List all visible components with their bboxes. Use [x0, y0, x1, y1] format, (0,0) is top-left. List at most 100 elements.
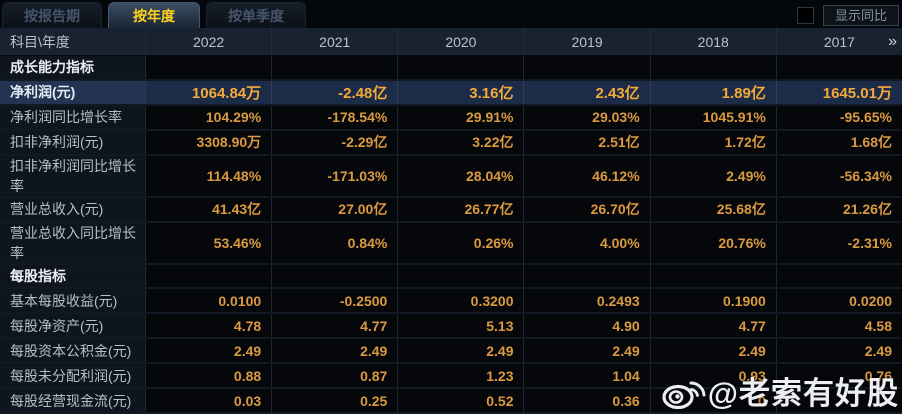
- table-row[interactable]: 基本每股收益(元) 0.0100 -0.2500 0.3200 0.2493 0.1900…: [0, 289, 902, 315]
- row-label: 基本每股收益(元): [0, 289, 145, 313]
- cell-value: 0: [649, 389, 776, 412]
- cell-value: [775, 389, 902, 412]
- cell-value: [775, 264, 902, 288]
- cell-value: 104.29%: [145, 105, 271, 129]
- tab-by-quarter[interactable]: 按单季度: [206, 2, 306, 28]
- cell-value: 0.2493: [523, 289, 649, 313]
- year-header: 2018: [649, 28, 776, 55]
- cell-value: 0.87: [271, 364, 397, 388]
- cell-value: 29.03%: [523, 105, 649, 129]
- cell-value: [145, 56, 271, 79]
- cell-value: 1.89亿: [649, 80, 776, 104]
- cell-value: [523, 264, 649, 288]
- cell-value: 41.43亿: [145, 197, 271, 221]
- cell-value: 2.49: [775, 339, 902, 363]
- table-row[interactable]: 营业总收入同比增长率 53.46% 0.84% 0.26% 4.00% 20.76% -2.…: [0, 222, 902, 265]
- cell-value: 27.00亿: [271, 197, 397, 221]
- cell-value: 3.16亿: [397, 80, 523, 104]
- cell-value: [649, 264, 776, 288]
- cell-value: [397, 56, 523, 79]
- year-header-label: 2022: [193, 33, 225, 50]
- cell-value: 29.91%: [397, 105, 523, 129]
- cell-value: 2.49: [523, 339, 649, 363]
- cell-value: 28.04%: [397, 155, 523, 196]
- row-label: 扣非净利润同比增长率: [0, 155, 145, 196]
- cell-value: 2.49: [145, 339, 271, 363]
- cell-value: -178.54%: [271, 105, 397, 129]
- table-body: 成长能力指标 净利润(元) 1064.84万 -2.48亿 3.16亿 2.43亿 1.89…: [0, 56, 902, 414]
- table-row[interactable]: 扣非净利润(元) 3308.90万 -2.29亿 3.22亿 2.51亿 1.72亿 1.6…: [0, 130, 902, 156]
- row-label: 净利润同比增长率: [0, 105, 145, 129]
- table-row[interactable]: 扣非净利润同比增长率 114.48% -171.03% 28.04% 46.12% 2.4…: [0, 155, 902, 198]
- cell-value: 0.93: [649, 364, 776, 388]
- cell-value: [271, 56, 397, 79]
- table-row[interactable]: 营业总收入(元) 41.43亿 27.00亿 26.77亿 26.70亿 25.68亿 21…: [0, 197, 902, 223]
- row-label: 每股未分配利润(元): [0, 364, 145, 388]
- row-label: 每股经营现金流(元): [0, 389, 145, 412]
- table-row[interactable]: 每股资本公积金(元) 2.49 2.49 2.49 2.49 2.49 2.49: [0, 339, 902, 365]
- corner-header: 科目\年度: [10, 33, 70, 50]
- cell-value: 1.04: [523, 364, 649, 388]
- cell-value: 2.51亿: [523, 130, 649, 154]
- row-label: 营业总收入同比增长率: [0, 222, 145, 263]
- show-yoy-button[interactable]: 显示同比: [822, 5, 899, 26]
- cell-value: -0.2500: [271, 289, 397, 313]
- cell-value: 2.49: [649, 339, 776, 363]
- cell-value: -2.29亿: [271, 130, 397, 154]
- cell-value: -171.03%: [271, 155, 397, 196]
- cell-value: 2.49: [271, 339, 397, 363]
- cell-value: 0.3200: [397, 289, 523, 313]
- tab-by-report-period[interactable]: 按报告期: [2, 2, 102, 28]
- cell-value: 46.12%: [523, 155, 649, 196]
- table-row[interactable]: 净利润(元) 1064.84万 -2.48亿 3.16亿 2.43亿 1.89亿 1645.…: [0, 80, 902, 106]
- tab-by-year[interactable]: 按年度: [108, 2, 200, 28]
- table-row[interactable]: 每股经营现金流(元) 0.03 0.25 0.52 0.36 0: [0, 389, 902, 414]
- cell-value: 4.58: [775, 314, 902, 338]
- cell-value: 2.49: [397, 339, 523, 363]
- cell-value: 4.78: [145, 314, 271, 338]
- table-row[interactable]: 每股净资产(元) 4.78 4.77 5.13 4.90 4.77 4.58: [0, 314, 902, 340]
- cell-value: 0.88: [145, 364, 271, 388]
- cell-value: 26.77亿: [397, 197, 523, 221]
- tab-bar: 按报告期 按年度 按单季度 显示同比: [0, 0, 902, 28]
- cell-value: 2.43亿: [523, 80, 649, 104]
- year-header-label: 2020: [445, 33, 477, 50]
- cell-value: 0.76: [775, 364, 902, 388]
- row-label: 净利润(元): [0, 80, 145, 104]
- year-header: 2017 »: [775, 28, 902, 55]
- financial-table: 科目\年度 2022 2021 2020 2019 2018 2017 » 成长能力指标 净利…: [0, 28, 902, 414]
- cell-value: 0.03: [145, 389, 271, 412]
- row-label: 每股资本公积金(元): [0, 339, 145, 363]
- row-label: 营业总收入(元): [0, 197, 145, 221]
- cell-value: 0.0100: [145, 289, 271, 313]
- more-years-icon[interactable]: »: [888, 32, 897, 50]
- cell-value: 53.46%: [145, 222, 271, 263]
- cell-value: 4.90: [523, 314, 649, 338]
- cell-value: 3308.90万: [145, 130, 271, 154]
- cell-value: 4.00%: [523, 222, 649, 263]
- section-label: 成长能力指标: [0, 56, 145, 79]
- row-label: 每股净资产(元): [0, 314, 145, 338]
- cell-value: 0.26%: [397, 222, 523, 263]
- year-header: 2020: [397, 28, 523, 55]
- section-label: 每股指标: [0, 264, 145, 288]
- year-header: 2019: [523, 28, 649, 55]
- cell-value: [523, 56, 649, 79]
- show-yoy-checkbox[interactable]: [796, 7, 814, 24]
- cell-value: [397, 264, 523, 288]
- cell-value: -56.34%: [775, 155, 902, 196]
- table-row[interactable]: 每股未分配利润(元) 0.88 0.87 1.23 1.04 0.93 0.76: [0, 364, 902, 390]
- table-row[interactable]: 成长能力指标: [0, 56, 902, 81]
- table-row[interactable]: 净利润同比增长率 104.29% -178.54% 29.91% 29.03% 1045.…: [0, 105, 902, 131]
- table-row[interactable]: 每股指标: [0, 264, 902, 290]
- cell-value: [145, 264, 271, 288]
- cell-value: 1064.84万: [145, 80, 271, 104]
- cell-value: 26.70亿: [523, 197, 649, 221]
- cell-value: [271, 264, 397, 288]
- cell-value: 20.76%: [649, 222, 776, 263]
- cell-value: 4.77: [271, 314, 397, 338]
- cell-value: 5.13: [397, 314, 523, 338]
- cell-value: 0.36: [523, 389, 649, 412]
- cell-value: -2.31%: [775, 222, 902, 263]
